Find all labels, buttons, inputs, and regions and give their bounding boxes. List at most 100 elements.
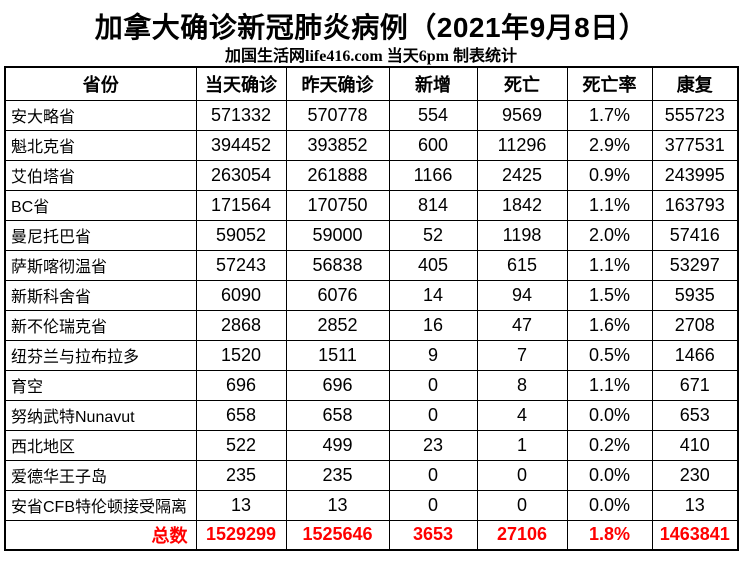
value-cell: 47 bbox=[476, 309, 568, 341]
value-cell: 405 bbox=[388, 249, 478, 281]
column-header: 省份 bbox=[4, 66, 197, 101]
province-cell: 育空 bbox=[4, 369, 197, 401]
total-value-cell: 27106 bbox=[476, 519, 568, 551]
value-cell: 1511 bbox=[285, 339, 390, 371]
value-cell: 6090 bbox=[195, 279, 287, 311]
value-cell: 94 bbox=[476, 279, 568, 311]
total-value-cell: 1529299 bbox=[195, 519, 287, 551]
value-cell: 16 bbox=[388, 309, 478, 341]
value-cell: 2708 bbox=[651, 309, 739, 341]
value-cell: 814 bbox=[388, 189, 478, 221]
value-cell: 9569 bbox=[476, 99, 568, 131]
value-cell: 263054 bbox=[195, 159, 287, 191]
table-header-row: 省份 当天确诊 昨天确诊 新增 死亡 死亡率 康复 bbox=[4, 66, 739, 101]
column-header: 康复 bbox=[651, 66, 739, 101]
total-label-cell: 总数 bbox=[4, 519, 197, 551]
table-row: 魁北克省 394452 393852 600 11296 2.9% 377531 bbox=[4, 129, 739, 161]
value-cell: 243995 bbox=[651, 159, 739, 191]
table-body: 安大略省 571332 570778 554 9569 1.7% 555723 魁北克省 394… bbox=[4, 99, 739, 551]
table-row: 育空 696 696 0 8 1.1% 671 bbox=[4, 369, 739, 401]
value-cell: 571332 bbox=[195, 99, 287, 131]
value-cell: 653 bbox=[651, 399, 739, 431]
value-cell: 163793 bbox=[651, 189, 739, 221]
table-row: BC省 171564 170750 814 1842 1.1% 163793 bbox=[4, 189, 739, 221]
province-cell: 艾伯塔省 bbox=[4, 159, 197, 191]
table-header: 省份 当天确诊 昨天确诊 新增 死亡 死亡率 康复 bbox=[4, 66, 739, 101]
covid-statistics-table: 省份 当天确诊 昨天确诊 新增 死亡 死亡率 康复 安大略省 571332 570778 554 9… bbox=[4, 66, 739, 551]
value-cell: 4 bbox=[476, 399, 568, 431]
value-cell: 671 bbox=[651, 369, 739, 401]
province-cell: 纽芬兰与拉布拉多 bbox=[4, 339, 197, 371]
value-cell: 59000 bbox=[285, 219, 390, 251]
value-cell: 235 bbox=[195, 459, 287, 491]
table-row: 纽芬兰与拉布拉多 1520 1511 9 7 0.5% 1466 bbox=[4, 339, 739, 371]
value-cell: 52 bbox=[388, 219, 478, 251]
value-cell: 57416 bbox=[651, 219, 739, 251]
province-cell: BC省 bbox=[4, 189, 197, 221]
value-cell: 1.6% bbox=[566, 309, 653, 341]
value-cell: 1466 bbox=[651, 339, 739, 371]
value-cell: 23 bbox=[388, 429, 478, 461]
province-cell: 魁北克省 bbox=[4, 129, 197, 161]
value-cell: 13 bbox=[285, 489, 390, 521]
column-header: 死亡 bbox=[476, 66, 568, 101]
province-cell: 新不伦瑞克省 bbox=[4, 309, 197, 341]
value-cell: 499 bbox=[285, 429, 390, 461]
column-header: 昨天确诊 bbox=[285, 66, 390, 101]
total-value-cell: 1.8% bbox=[566, 519, 653, 551]
value-cell: 1.1% bbox=[566, 249, 653, 281]
value-cell: 600 bbox=[388, 129, 478, 161]
value-cell: 696 bbox=[285, 369, 390, 401]
value-cell: 13 bbox=[195, 489, 287, 521]
column-header: 当天确诊 bbox=[195, 66, 287, 101]
value-cell: 1520 bbox=[195, 339, 287, 371]
value-cell: 0.2% bbox=[566, 429, 653, 461]
value-cell: 0 bbox=[476, 459, 568, 491]
table-row: 新斯科舍省 6090 6076 14 94 1.5% 5935 bbox=[4, 279, 739, 311]
value-cell: 261888 bbox=[285, 159, 390, 191]
table-row: 爱德华王子岛 235 235 0 0 0.0% 230 bbox=[4, 459, 739, 491]
table-row: 西北地区 522 499 23 1 0.2% 410 bbox=[4, 429, 739, 461]
province-cell: 西北地区 bbox=[4, 429, 197, 461]
value-cell: 0.9% bbox=[566, 159, 653, 191]
value-cell: 1842 bbox=[476, 189, 568, 221]
province-cell: 新斯科舍省 bbox=[4, 279, 197, 311]
value-cell: 11296 bbox=[476, 129, 568, 161]
province-cell: 爱德华王子岛 bbox=[4, 459, 197, 491]
value-cell: 394452 bbox=[195, 129, 287, 161]
province-cell: 曼尼托巴省 bbox=[4, 219, 197, 251]
value-cell: 377531 bbox=[651, 129, 739, 161]
value-cell: 2.9% bbox=[566, 129, 653, 161]
page-subtitle: 加国生活网life416.com 当天6pm 制表统计 bbox=[225, 48, 517, 65]
value-cell: 1166 bbox=[388, 159, 478, 191]
table-row: 萨斯喀彻温省 57243 56838 405 615 1.1% 53297 bbox=[4, 249, 739, 281]
value-cell: 0 bbox=[388, 399, 478, 431]
value-cell: 522 bbox=[195, 429, 287, 461]
value-cell: 570778 bbox=[285, 99, 390, 131]
value-cell: 0.0% bbox=[566, 399, 653, 431]
table-row: 曼尼托巴省 59052 59000 52 1198 2.0% 57416 bbox=[4, 219, 739, 251]
value-cell: 0 bbox=[388, 489, 478, 521]
value-cell: 658 bbox=[195, 399, 287, 431]
table-row: 安大略省 571332 570778 554 9569 1.7% 555723 bbox=[4, 99, 739, 131]
value-cell: 1198 bbox=[476, 219, 568, 251]
value-cell: 1.1% bbox=[566, 189, 653, 221]
value-cell: 57243 bbox=[195, 249, 287, 281]
value-cell: 7 bbox=[476, 339, 568, 371]
province-cell: 安大略省 bbox=[4, 99, 197, 131]
value-cell: 2852 bbox=[285, 309, 390, 341]
value-cell: 615 bbox=[476, 249, 568, 281]
province-cell: 萨斯喀彻温省 bbox=[4, 249, 197, 281]
value-cell: 0.0% bbox=[566, 489, 653, 521]
value-cell: 0 bbox=[388, 459, 478, 491]
total-value-cell: 3653 bbox=[388, 519, 478, 551]
value-cell: 13 bbox=[651, 489, 739, 521]
value-cell: 0 bbox=[476, 489, 568, 521]
value-cell: 171564 bbox=[195, 189, 287, 221]
total-value-cell: 1525646 bbox=[285, 519, 390, 551]
table-row: 新不伦瑞克省 2868 2852 16 47 1.6% 2708 bbox=[4, 309, 739, 341]
value-cell: 53297 bbox=[651, 249, 739, 281]
value-cell: 59052 bbox=[195, 219, 287, 251]
value-cell: 393852 bbox=[285, 129, 390, 161]
